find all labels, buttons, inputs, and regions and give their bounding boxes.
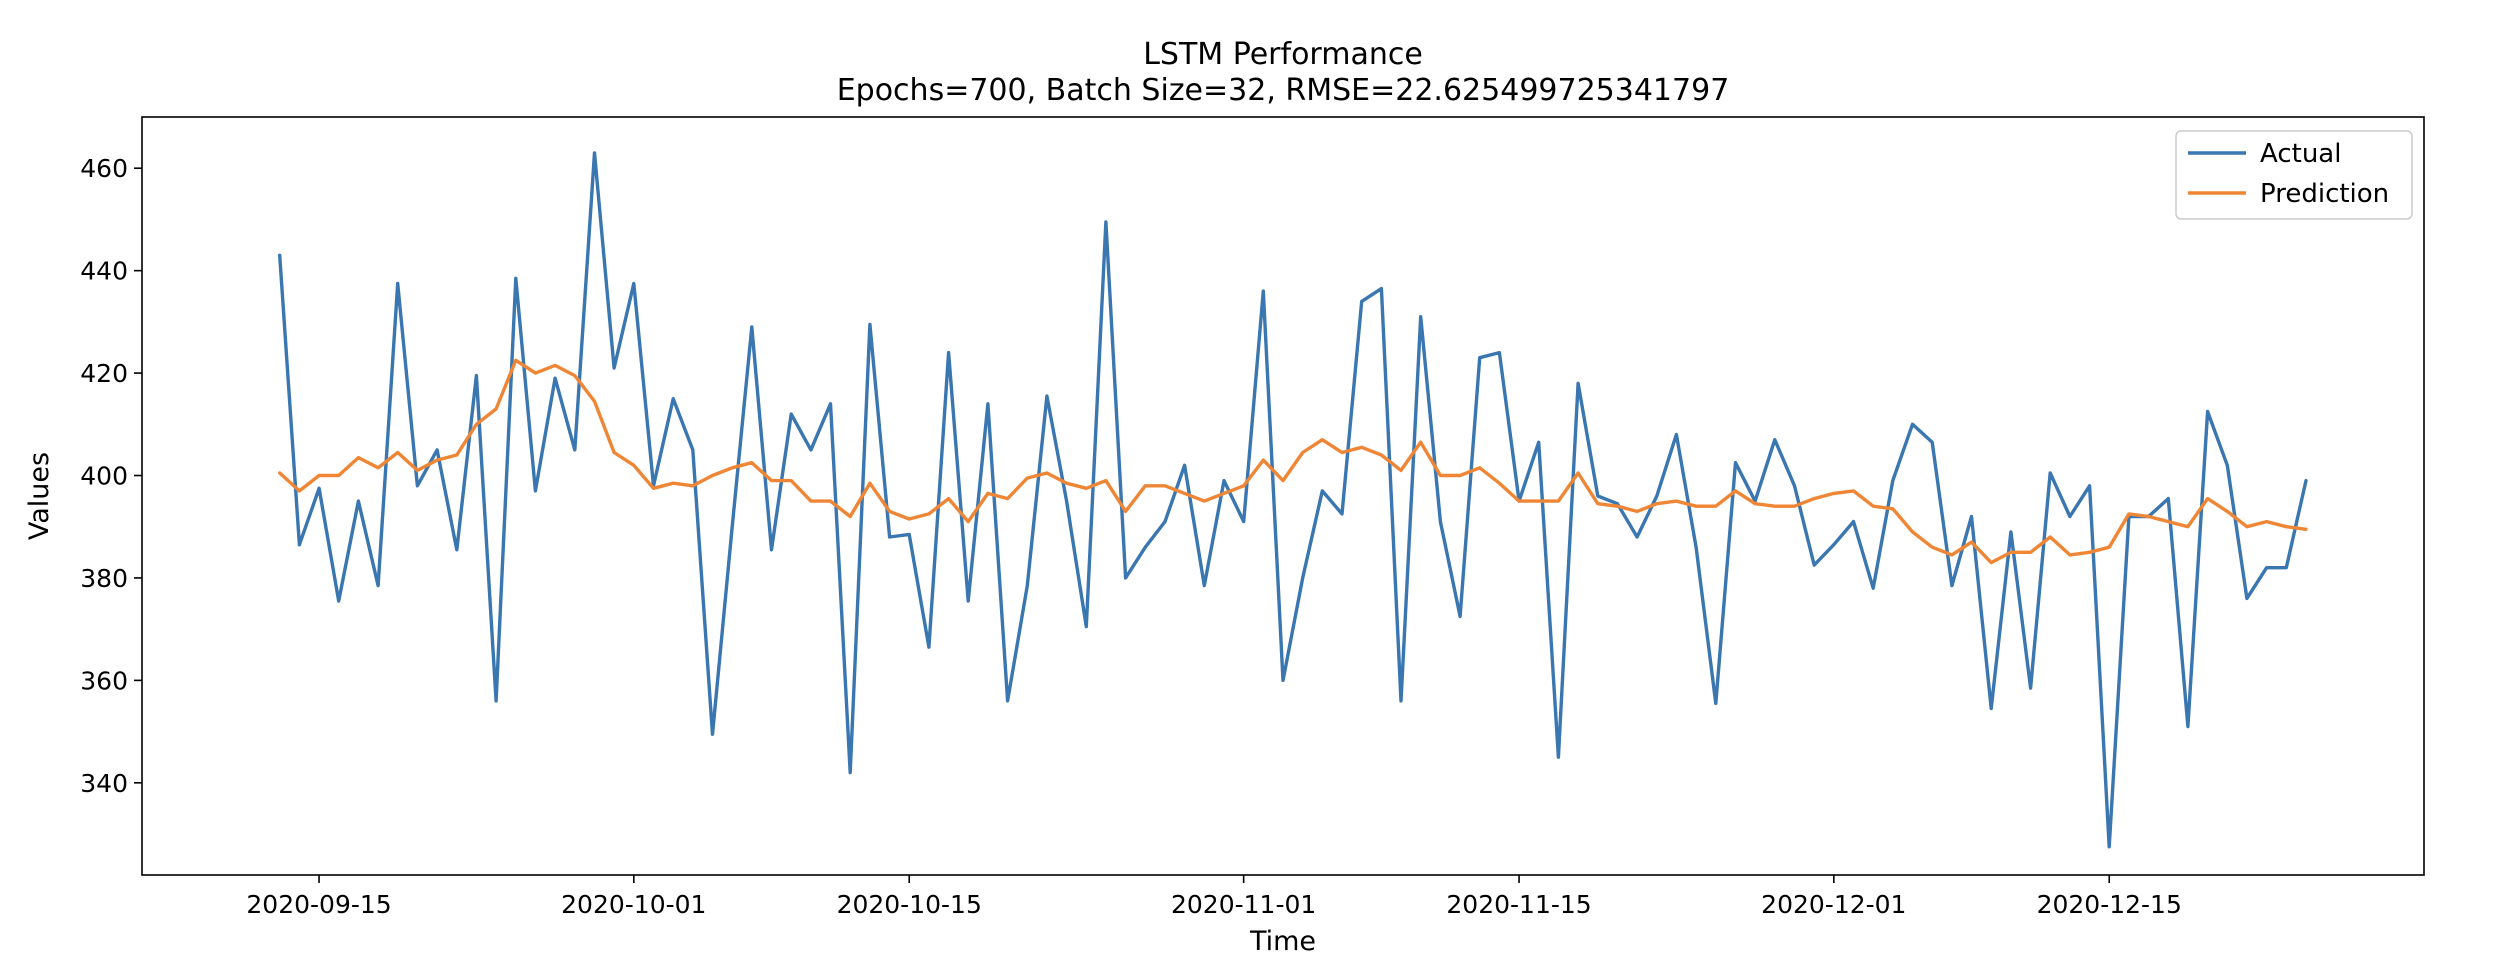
y-tick-label: 380 bbox=[80, 564, 128, 593]
y-tick-label: 440 bbox=[80, 257, 128, 286]
x-tick-label: 2020-11-01 bbox=[1171, 890, 1316, 919]
y-tick-label: 360 bbox=[80, 666, 128, 695]
y-tick-label: 340 bbox=[80, 769, 128, 798]
series-line-actual bbox=[278, 151, 2308, 849]
x-tick-label: 2020-09-15 bbox=[246, 890, 391, 919]
legend-label-actual: Actual bbox=[2260, 139, 2341, 169]
x-axis-ticks: 2020-09-15 2020-10-01 2020-10-15 2020-11-01… bbox=[246, 875, 2182, 919]
y-tick-label: 420 bbox=[80, 359, 128, 388]
series-layer bbox=[278, 151, 2308, 849]
x-tick-label: 2020-12-15 bbox=[2037, 890, 2182, 919]
x-tick-label: 2020-11-15 bbox=[1446, 890, 1591, 919]
x-axis-label: Time bbox=[1249, 926, 1316, 957]
x-tick-label: 2020-10-01 bbox=[561, 890, 706, 919]
legend-label-prediction: Prediction bbox=[2260, 179, 2389, 209]
y-axis-ticks: 340 360 380 400 420 440 460 bbox=[80, 154, 142, 798]
chart-title: LSTM Performance bbox=[1143, 37, 1423, 72]
series-line-prediction bbox=[278, 358, 2308, 565]
y-axis-label: Values bbox=[24, 452, 55, 540]
y-tick-label: 460 bbox=[80, 154, 128, 183]
x-tick-label: 2020-12-01 bbox=[1761, 890, 1906, 919]
chart-subtitle: Epochs=700, Batch Size=32, RMSE=22.62549… bbox=[837, 73, 1730, 108]
y-tick-label: 400 bbox=[80, 462, 128, 491]
x-tick-label: 2020-10-15 bbox=[837, 890, 982, 919]
legend: Actual Prediction bbox=[2175, 130, 2413, 220]
plot-frame bbox=[141, 116, 2425, 876]
